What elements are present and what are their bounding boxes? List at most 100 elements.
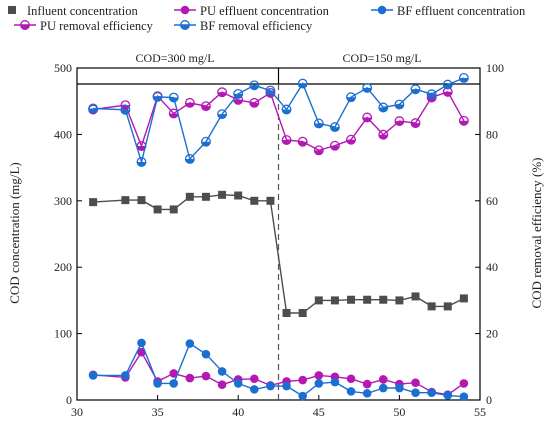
data-point-2 — [330, 377, 340, 387]
legend-item-influent: Influent concentration — [8, 4, 138, 18]
data-point-2 — [185, 339, 195, 348]
data-point-0 — [395, 296, 404, 305]
data-point-0 — [137, 196, 146, 205]
series-line-3 — [93, 91, 465, 152]
y-left-tick-label: 100 — [54, 327, 72, 341]
data-point-4-ring — [329, 122, 340, 133]
y-axis-left-title: COD concentration (mg/L) — [7, 162, 22, 304]
data-point-2 — [298, 391, 307, 401]
x-tick-label: 35 — [152, 405, 164, 419]
data-point-3-ring — [346, 134, 356, 145]
data-point-3 — [313, 145, 324, 156]
y-right-tick-label: 60 — [486, 194, 498, 208]
data-point-0 — [185, 192, 194, 201]
legend-marker-bf-effluent — [371, 5, 393, 15]
legend-swatch — [180, 20, 190, 30]
data-point-4 — [184, 154, 195, 164]
data-point-2 — [250, 385, 259, 394]
legend-marker-pu-removal — [14, 20, 36, 30]
data-point-4-ring — [88, 103, 99, 114]
data-point-4-ring — [152, 91, 163, 102]
data-point-0 — [153, 205, 162, 214]
y-right-tick-label: 20 — [486, 327, 498, 341]
legend-label-influent: Influent concentration — [27, 4, 138, 18]
data-point-4 — [120, 104, 131, 115]
legend-swatch-ring — [20, 20, 30, 30]
data-point-1 — [459, 379, 469, 388]
series-4 — [88, 73, 469, 167]
data-point-4 — [458, 73, 469, 83]
data-point-3 — [201, 101, 211, 112]
data-point-4-ring — [281, 104, 292, 115]
data-point-4 — [136, 157, 147, 167]
legend-marker-bf-removal — [174, 20, 196, 30]
data-point-4 — [152, 91, 163, 102]
data-point-3 — [394, 116, 405, 127]
data-point-1 — [378, 375, 388, 384]
data-point-4 — [281, 104, 292, 115]
data-point-2 — [362, 389, 372, 398]
data-point-3 — [346, 134, 356, 145]
data-point-3-ring — [362, 112, 373, 123]
data-point-0 — [427, 302, 436, 311]
data-point-3 — [378, 129, 389, 140]
data-point-3 — [362, 112, 373, 123]
data-point-0 — [282, 309, 291, 318]
x-tick-label: 30 — [71, 405, 83, 419]
data-point-3 — [410, 118, 421, 129]
legend-item-pu-removal: PU removal efficiency — [14, 19, 154, 33]
data-point-0 — [330, 296, 339, 305]
legend-marker-pu-effluent — [174, 5, 196, 15]
legend-swatch — [20, 20, 30, 30]
data-point-0 — [411, 292, 420, 301]
series-3 — [88, 86, 469, 156]
data-point-4 — [249, 80, 260, 91]
data-point-4-ring — [394, 99, 405, 110]
data-point-4 — [410, 84, 421, 95]
data-point-0 — [443, 302, 452, 311]
data-point-1 — [362, 379, 372, 389]
data-point-0 — [363, 295, 372, 304]
legend-swatch — [377, 5, 387, 15]
data-point-3 — [281, 135, 292, 145]
data-point-1 — [201, 371, 211, 381]
data-point-4-ring — [410, 84, 421, 95]
data-point-2 — [314, 379, 324, 388]
data-point-4-ring — [201, 136, 211, 147]
data-point-4 — [426, 89, 437, 100]
data-point-1 — [217, 380, 227, 390]
data-point-1 — [298, 375, 307, 385]
data-point-4-ring — [297, 78, 308, 89]
data-point-2 — [266, 381, 275, 391]
data-point-4-ring — [362, 82, 373, 93]
y-right-tick-label: 80 — [486, 127, 498, 141]
data-point-4 — [297, 78, 308, 89]
data-point-2 — [427, 388, 436, 397]
data-point-3-ring — [201, 101, 211, 112]
data-point-1 — [250, 374, 259, 384]
data-point-3-ring — [378, 129, 389, 140]
data-point-2 — [346, 387, 356, 396]
data-point-3 — [329, 140, 340, 151]
data-point-4 — [313, 118, 324, 129]
data-point-4 — [201, 136, 211, 147]
series-2 — [88, 338, 469, 401]
data-point-0 — [347, 295, 356, 304]
legend: Influent concentration PU effluent conce… — [8, 4, 526, 33]
data-point-4-ring — [249, 80, 260, 91]
data-point-3-ring — [394, 116, 405, 127]
legend-label-pu-removal: PU removal efficiency — [40, 19, 154, 33]
data-point-4 — [88, 103, 99, 114]
legend-item-bf-effluent: BF effluent concentration — [371, 4, 526, 18]
data-point-2 — [217, 367, 227, 376]
data-point-4 — [378, 102, 389, 113]
data-point-3-ring — [249, 97, 260, 108]
data-point-4-ring — [168, 92, 179, 103]
data-point-4 — [394, 99, 405, 110]
data-point-1 — [314, 371, 324, 380]
data-point-0 — [314, 296, 323, 305]
data-point-4-ring — [136, 157, 147, 167]
data-point-3-ring — [410, 118, 421, 129]
data-point-0 — [266, 196, 275, 205]
data-point-0 — [234, 191, 243, 200]
